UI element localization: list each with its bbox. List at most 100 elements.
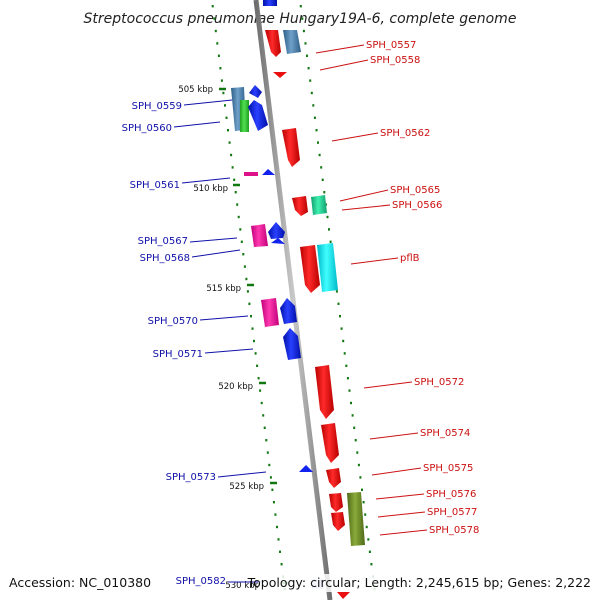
kbp-tick-label: 510 kbp xyxy=(193,184,228,194)
track-dot xyxy=(365,525,368,529)
track-dot xyxy=(243,265,246,268)
gene-label[interactable]: SPH_0560 xyxy=(122,123,172,134)
leader-line xyxy=(341,204,391,211)
gene-label[interactable]: SPH_0571 xyxy=(153,349,203,360)
track-dot xyxy=(262,414,265,417)
cds-feature xyxy=(337,592,350,599)
cds-feature xyxy=(300,245,320,293)
forward-gene-labels: SPH_0557 SPH_0558 SPH_0562 SPH_0565 SPH_… xyxy=(366,40,479,536)
track-dot xyxy=(313,116,316,119)
cds-feature xyxy=(299,465,313,472)
track-dot xyxy=(320,166,323,169)
track-dot xyxy=(310,91,313,95)
cds-feature xyxy=(249,85,262,98)
cds-feature xyxy=(265,30,281,57)
kbp-tick-label: 525 kbp xyxy=(229,482,264,492)
track-dot xyxy=(272,501,275,504)
track-dot xyxy=(309,79,312,82)
cds-feature xyxy=(240,100,249,132)
track-dot xyxy=(329,240,332,243)
gene-label[interactable]: SPH_0562 xyxy=(380,128,430,139)
cds-feature xyxy=(283,30,301,54)
track-dot xyxy=(245,277,248,281)
gene-label[interactable]: SPH_0565 xyxy=(390,185,440,196)
track-dot xyxy=(266,451,269,454)
cds-feature xyxy=(321,423,339,463)
track-dot xyxy=(242,253,245,256)
leader-line xyxy=(319,59,369,71)
gene-label[interactable]: SPH_0567 xyxy=(138,236,188,247)
gene-label[interactable]: SPH_0566 xyxy=(392,200,442,211)
track-dot xyxy=(256,364,259,367)
track-dot xyxy=(213,17,216,20)
track-dot xyxy=(280,563,283,566)
gene-label[interactable]: SPH_0575 xyxy=(423,463,473,474)
track-dot xyxy=(265,439,268,442)
track-dot xyxy=(269,476,272,479)
leader-line xyxy=(375,493,425,500)
leader-line xyxy=(350,257,399,265)
track-dot xyxy=(234,191,237,194)
summary-text: Topology: circular; Length: 2,245,615 bp… xyxy=(247,575,591,590)
track-dot xyxy=(230,153,233,157)
track-dot xyxy=(228,141,231,144)
leader-line xyxy=(199,315,249,321)
track-dot xyxy=(301,17,304,20)
gene-label[interactable]: SPH_0559 xyxy=(132,101,182,112)
gene-label[interactable]: SPH_0582 xyxy=(176,576,226,587)
cds-feature xyxy=(273,72,287,78)
gene-label[interactable]: SPH_0572 xyxy=(414,377,464,388)
track-dot xyxy=(350,401,352,405)
cds-feature xyxy=(282,128,300,167)
track-dot xyxy=(356,451,359,454)
track-dot xyxy=(340,327,343,330)
track-dot xyxy=(236,203,239,206)
track-dot xyxy=(323,191,326,194)
track-dot xyxy=(342,339,345,343)
track-dot xyxy=(357,463,360,467)
leader-line xyxy=(371,467,422,476)
kbp-tick-label: 530 kbp xyxy=(225,581,260,591)
track-dot xyxy=(251,327,254,330)
gene-label[interactable]: SPH_0561 xyxy=(130,180,180,191)
footer-backdrop xyxy=(258,574,594,592)
track-dot xyxy=(263,426,266,429)
track-dot xyxy=(217,54,220,57)
track-dot xyxy=(257,377,260,380)
track-dot xyxy=(214,29,217,33)
gene-label[interactable]: SPH_0557 xyxy=(366,40,416,51)
track-dot xyxy=(362,501,365,504)
track-dot xyxy=(346,377,349,380)
gene-label[interactable]: SPH_0577 xyxy=(427,507,477,518)
gene-label[interactable]: SPH_0578 xyxy=(429,525,479,536)
track-dot xyxy=(216,42,219,45)
track-dot xyxy=(277,538,280,541)
track-dot xyxy=(353,426,356,429)
cds-feature xyxy=(280,298,297,324)
track-dot xyxy=(321,178,324,181)
gene-label[interactable]: SPH_0576 xyxy=(426,489,476,500)
track-dot xyxy=(271,488,274,491)
accession-text: Accession: NC_010380 xyxy=(9,575,151,590)
gene-label[interactable]: SPH_0568 xyxy=(140,253,190,264)
track-dot xyxy=(248,302,251,305)
leader-line xyxy=(217,471,267,478)
leader-line xyxy=(379,529,428,536)
gene-label[interactable]: SPH_0573 xyxy=(166,472,216,483)
track-dot xyxy=(367,538,370,541)
track-dot xyxy=(239,228,242,231)
track-dot xyxy=(351,414,354,417)
track-dot xyxy=(268,463,271,467)
leader-line xyxy=(363,381,413,389)
gene-label[interactable]: pflB xyxy=(400,253,420,264)
cds-feature xyxy=(271,238,285,244)
track-dot xyxy=(299,5,302,8)
left-dotted-track xyxy=(211,5,286,591)
track-dot xyxy=(254,352,257,355)
gene-label[interactable]: SPH_0558 xyxy=(370,55,420,66)
cds-feature xyxy=(315,365,334,419)
gene-label[interactable]: SPH_0574 xyxy=(420,428,470,439)
gene-label[interactable]: SPH_0570 xyxy=(148,316,198,327)
track-dot xyxy=(250,315,252,318)
leader-line xyxy=(377,511,426,518)
